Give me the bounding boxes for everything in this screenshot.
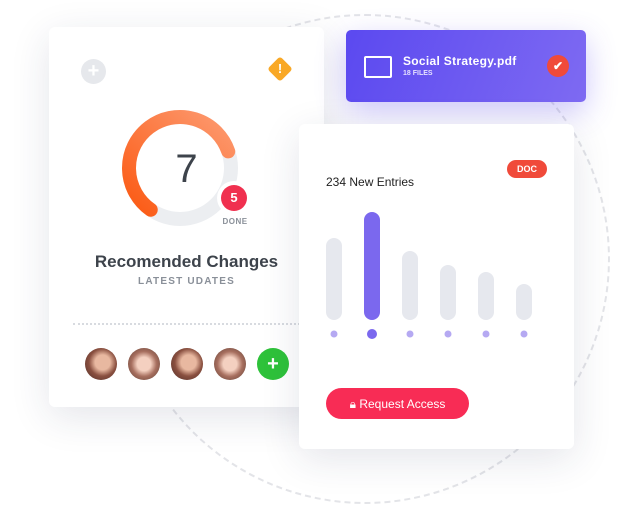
bar-dot [482, 330, 490, 338]
center-value: 7 [175, 147, 198, 191]
bar [478, 272, 494, 320]
bar [364, 212, 380, 320]
divider [73, 323, 300, 325]
bar [516, 284, 532, 320]
bar-dot [520, 330, 528, 338]
avatar[interactable] [171, 348, 203, 380]
entries-card: 234 New Entries DOC 🔒︎ Request Access [299, 124, 574, 449]
folder-icon [364, 56, 392, 78]
bar [326, 238, 342, 320]
warning-icon[interactable]: ! [267, 56, 293, 82]
bar-dot [367, 329, 377, 339]
request-access-label: Request Access [359, 397, 446, 411]
entries-title: 234 New Entries [326, 175, 415, 189]
done-badge: 5 [221, 185, 247, 211]
bar-dot [406, 330, 414, 338]
file-name: Social Strategy.pdf [403, 54, 517, 68]
avatar-list: + [85, 348, 289, 380]
bar-dot [330, 330, 338, 338]
bar-chart [326, 212, 532, 339]
card-subtitle: LATEST UDATES [138, 276, 235, 287]
file-count: 18 FILES [403, 70, 433, 77]
file-card[interactable]: Social Strategy.pdf 18 FILES ✔ [346, 30, 586, 102]
request-access-button[interactable]: 🔒︎ Request Access [326, 388, 469, 419]
bar-dot [444, 330, 452, 338]
add-member-button[interactable]: + [257, 348, 289, 380]
recommended-changes-card: + ! 7 5 DONE Recomended Changes LATEST U… [49, 27, 324, 407]
avatar[interactable] [85, 348, 117, 380]
done-label: DONE [222, 217, 248, 226]
lock-icon: 🔒︎ [349, 397, 356, 411]
progress-gauge [122, 110, 238, 226]
add-icon[interactable]: + [81, 59, 106, 84]
bar [402, 251, 418, 320]
card-title: Recomended Changes [94, 252, 279, 271]
gauge-arc [122, 110, 236, 217]
avatar[interactable] [128, 348, 160, 380]
bar [440, 265, 456, 320]
check-icon: ✔ [547, 55, 569, 77]
doc-badge: DOC [507, 160, 547, 178]
avatar[interactable] [214, 348, 246, 380]
